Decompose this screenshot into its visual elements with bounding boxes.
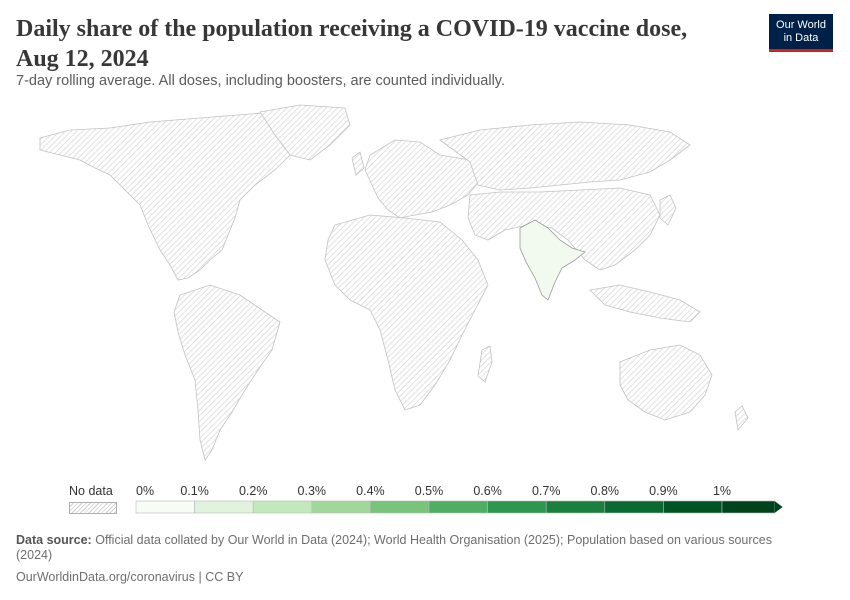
region-india[interactable] xyxy=(519,219,586,301)
legend-bin xyxy=(370,500,430,514)
region-japan[interactable] xyxy=(659,194,677,226)
color-legend: 0% 0.1% 0.2% 0.3% 0.4% 0.5% 0.6% 0.7% 0.8% 0.9% 1% xyxy=(135,484,783,514)
legend-bin xyxy=(311,500,371,514)
region-asia[interactable] xyxy=(467,187,661,271)
legend-bin xyxy=(663,500,723,514)
chart-title: Daily share of the population receiving … xyxy=(16,16,688,72)
data-source-label: Data source: xyxy=(16,533,92,547)
legend-bin xyxy=(252,500,313,514)
legend-tick-label: 0.8% xyxy=(591,484,620,498)
region-north-asia[interactable] xyxy=(439,121,691,191)
region-uk[interactable] xyxy=(351,151,365,176)
legend-tick-label: 0.6% xyxy=(473,484,502,498)
footer-link[interactable]: OurWorldinData.org/coronavirus | CC BY xyxy=(16,570,244,584)
legend-bin xyxy=(721,500,775,514)
region-europe[interactable] xyxy=(364,139,481,219)
legend-bin xyxy=(135,500,195,514)
legend-no-data-swatch xyxy=(69,502,117,514)
legend-tick-label: 0.2% xyxy=(239,484,268,498)
legend-tick-label: 0.9% xyxy=(649,484,678,498)
region-madagascar[interactable] xyxy=(477,345,493,383)
data-source: Data source: Official data collated by O… xyxy=(16,533,806,563)
region-new-zealand[interactable] xyxy=(734,405,749,431)
legend-tick-label: 1% xyxy=(713,484,731,498)
region-south-america[interactable] xyxy=(173,284,281,461)
world-map[interactable] xyxy=(0,100,850,470)
owid-logo[interactable]: Our World in Data xyxy=(769,14,833,52)
logo-line-1: Our World xyxy=(776,19,826,31)
region-southeast-asia[interactable] xyxy=(589,284,701,323)
legend-tick-label: 0.4% xyxy=(356,484,385,498)
data-source-text: Official data collated by Our World in D… xyxy=(16,533,772,562)
region-australia[interactable] xyxy=(619,344,713,421)
legend-bin xyxy=(428,500,488,514)
legend-bin xyxy=(487,500,547,514)
legend-tick-label: 0.5% xyxy=(415,484,444,498)
legend-tick-label: 0% xyxy=(136,484,154,498)
legend-bin xyxy=(545,500,606,514)
region-greenland[interactable] xyxy=(259,104,351,161)
legend-bin xyxy=(194,500,254,514)
region-africa[interactable] xyxy=(324,214,489,411)
chart-subtitle: 7-day rolling average. All doses, includ… xyxy=(16,73,505,89)
logo-line-2: in Data xyxy=(783,32,819,44)
legend-tick-label: 0.3% xyxy=(298,484,327,498)
legend-tick-label: 0.1% xyxy=(180,484,209,498)
legend-bin xyxy=(604,500,664,514)
legend-tick-label: 0.7% xyxy=(532,484,561,498)
legend-no-data-label: No data xyxy=(69,484,113,498)
legend-arrow-tip xyxy=(774,501,783,513)
region-north-america[interactable] xyxy=(39,109,331,281)
